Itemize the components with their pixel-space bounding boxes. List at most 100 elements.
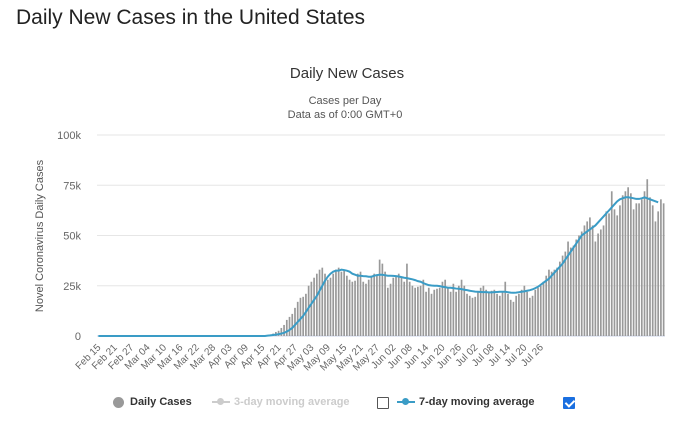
daily-cases-bar[interactable] [474, 296, 477, 336]
daily-cases-bar[interactable] [534, 289, 537, 336]
daily-cases-bar[interactable] [531, 295, 534, 336]
daily-cases-bar[interactable] [419, 285, 422, 336]
daily-cases-bar[interactable] [430, 293, 433, 336]
daily-cases-bar[interactable] [498, 295, 501, 336]
daily-cases-bar[interactable] [417, 286, 419, 336]
daily-cases-bar[interactable] [427, 287, 430, 336]
daily-cases-bar[interactable] [400, 277, 403, 336]
daily-cases-bar[interactable] [376, 275, 378, 336]
daily-cases-bar[interactable] [561, 255, 564, 336]
daily-cases-bar[interactable] [556, 267, 558, 336]
daily-cases-bar[interactable] [616, 215, 619, 336]
daily-cases-bar[interactable] [299, 297, 302, 336]
daily-cases-bar[interactable] [406, 263, 408, 336]
daily-cases-bar[interactable] [422, 279, 425, 336]
daily-cases-bar[interactable] [564, 251, 567, 336]
daily-cases-bar[interactable] [324, 273, 326, 336]
daily-cases-bar[interactable] [545, 275, 548, 336]
daily-cases-bar[interactable] [329, 277, 332, 336]
daily-cases-bar[interactable] [591, 225, 594, 336]
daily-cases-bar[interactable] [291, 313, 294, 336]
daily-cases-bar[interactable] [283, 324, 285, 336]
7-day-moving-average-line[interactable] [98, 196, 659, 337]
daily-cases-bar[interactable] [651, 205, 654, 336]
daily-cases-bar[interactable] [583, 225, 586, 336]
daily-cases-bar[interactable] [340, 271, 343, 336]
daily-cases-bar[interactable] [449, 291, 452, 336]
daily-cases-bar[interactable] [455, 291, 457, 336]
daily-cases-bar[interactable] [392, 277, 395, 336]
daily-cases-bar[interactable] [485, 289, 487, 336]
daily-cases-bar[interactable] [335, 269, 337, 336]
daily-cases-bar[interactable] [548, 269, 550, 336]
daily-cases-bar[interactable] [523, 285, 526, 336]
daily-cases-bar[interactable] [635, 203, 638, 336]
daily-cases-bar[interactable] [414, 287, 416, 336]
daily-cases-bar[interactable] [482, 285, 485, 336]
daily-cases-bar[interactable] [305, 293, 307, 336]
daily-cases-bar[interactable] [384, 271, 386, 336]
daily-cases-bar[interactable] [567, 241, 569, 336]
daily-cases-bar[interactable] [526, 291, 528, 336]
daily-cases-bar[interactable] [433, 289, 436, 336]
daily-cases-bar[interactable] [397, 273, 400, 336]
daily-cases-bar[interactable] [493, 289, 496, 336]
daily-cases-bar[interactable] [307, 285, 310, 336]
daily-cases-bar[interactable] [649, 197, 651, 336]
daily-cases-bar[interactable] [518, 293, 520, 336]
daily-cases-bar[interactable] [386, 287, 389, 336]
daily-cases-bar[interactable] [638, 203, 640, 336]
daily-cases-bar[interactable] [343, 269, 345, 336]
daily-cases-bar[interactable] [632, 209, 635, 336]
daily-cases-bar[interactable] [318, 269, 321, 336]
daily-cases-bar[interactable] [280, 327, 283, 336]
daily-cases-bar[interactable] [610, 191, 613, 336]
daily-cases-bar[interactable] [613, 209, 616, 336]
daily-cases-bar[interactable] [321, 267, 324, 336]
daily-cases-bar[interactable] [463, 285, 466, 336]
daily-cases-bar[interactable] [359, 271, 362, 336]
daily-cases-bar[interactable] [520, 289, 523, 336]
daily-cases-bar[interactable] [539, 285, 542, 336]
daily-cases-bar[interactable] [578, 235, 580, 337]
daily-cases-bar[interactable] [348, 279, 351, 336]
daily-cases-bar[interactable] [471, 297, 474, 336]
daily-cases-bar[interactable] [367, 279, 370, 336]
daily-cases-bar[interactable] [346, 275, 348, 336]
daily-cases-bar[interactable] [575, 239, 578, 336]
daily-cases-bar[interactable] [602, 225, 605, 336]
daily-cases-bar[interactable] [594, 241, 597, 336]
daily-cases-bar[interactable] [657, 211, 660, 336]
daily-cases-bar[interactable] [550, 271, 553, 336]
daily-cases-bar[interactable] [640, 199, 643, 336]
daily-cases-bar[interactable] [630, 193, 632, 336]
daily-cases-bar[interactable] [444, 279, 447, 336]
daily-cases-bar[interactable] [408, 281, 411, 336]
daily-cases-bar[interactable] [425, 291, 427, 336]
daily-cases-bar[interactable] [509, 299, 512, 336]
daily-cases-bar[interactable] [569, 247, 572, 336]
daily-cases-bar[interactable] [621, 195, 624, 336]
daily-cases-bar[interactable] [457, 285, 460, 336]
daily-cases-bar[interactable] [490, 290, 493, 336]
daily-cases-bar[interactable] [643, 191, 646, 336]
checkbox-7-day-moving-average[interactable] [563, 397, 576, 409]
legend-item-7-day-moving-average[interactable]: 7-day moving average [397, 392, 535, 412]
daily-cases-bar[interactable] [496, 293, 498, 336]
daily-cases-bar[interactable] [586, 221, 589, 336]
daily-cases-bar[interactable] [660, 199, 662, 336]
daily-cases-bar[interactable] [542, 281, 545, 336]
daily-cases-bar[interactable] [624, 191, 627, 336]
daily-cases-bar[interactable] [627, 187, 629, 336]
daily-cases-bar[interactable] [466, 293, 468, 336]
daily-cases-bar[interactable] [438, 287, 441, 336]
daily-cases-bar[interactable] [294, 307, 296, 336]
daily-cases-bar[interactable] [572, 245, 575, 336]
daily-cases-bar[interactable] [447, 287, 449, 336]
daily-cases-bar[interactable] [580, 231, 583, 336]
daily-cases-bar[interactable] [460, 279, 463, 336]
daily-cases-bar[interactable] [605, 211, 608, 336]
daily-cases-bar[interactable] [599, 229, 602, 336]
daily-cases-bar[interactable] [589, 217, 591, 336]
daily-cases-bar[interactable] [528, 297, 531, 336]
